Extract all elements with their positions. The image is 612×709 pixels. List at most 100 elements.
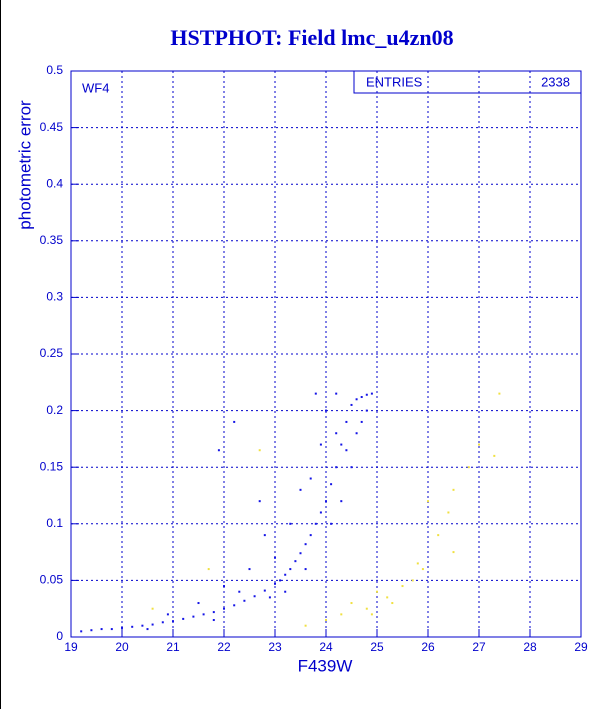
- point: [151, 607, 154, 610]
- point: [355, 432, 358, 435]
- y-tick-label: 0: [56, 629, 63, 643]
- point: [289, 522, 292, 525]
- y-tick-label: 0.3: [46, 290, 63, 304]
- point: [452, 551, 455, 554]
- y-tick-label: 0.15: [40, 459, 64, 473]
- point: [421, 568, 424, 571]
- x-tick-label: 23: [268, 640, 282, 654]
- x-tick-label: 20: [115, 640, 129, 654]
- chart-title: HSTPHOT: Field lmc_u4zn08: [170, 25, 453, 50]
- x-tick-label: 29: [574, 640, 588, 654]
- point: [100, 628, 103, 631]
- point: [289, 568, 292, 571]
- point: [207, 568, 210, 571]
- y-axis-label: photometric error: [15, 100, 34, 230]
- point: [467, 466, 470, 469]
- x-tick-label: 22: [217, 640, 231, 654]
- y-tick-label: 0.35: [40, 233, 64, 247]
- point: [478, 443, 480, 446]
- point: [365, 607, 368, 610]
- point: [340, 443, 343, 446]
- point: [253, 595, 256, 598]
- point: [223, 585, 225, 588]
- point: [172, 620, 174, 623]
- point: [299, 552, 302, 555]
- point: [437, 534, 440, 537]
- point: [268, 596, 271, 599]
- point: [360, 420, 363, 423]
- x-tick-label: 28: [523, 640, 537, 654]
- point: [498, 392, 501, 395]
- point: [161, 621, 164, 624]
- x-tick-label: 21: [166, 640, 180, 654]
- point: [325, 500, 327, 503]
- point: [248, 568, 251, 571]
- point: [233, 604, 236, 607]
- point: [325, 619, 327, 622]
- point: [212, 611, 215, 614]
- point: [335, 432, 338, 435]
- point: [386, 596, 389, 599]
- x-tick-label: 27: [472, 640, 486, 654]
- point: [376, 590, 378, 593]
- x-tick-label: 26: [421, 640, 435, 654]
- point: [345, 449, 348, 452]
- point: [330, 522, 333, 525]
- point: [370, 613, 373, 616]
- point: [80, 630, 83, 633]
- point: [365, 409, 368, 412]
- point: [335, 466, 338, 469]
- point: [360, 396, 363, 399]
- point: [319, 443, 322, 446]
- point: [202, 613, 205, 616]
- point: [319, 511, 322, 514]
- y-tick-label: 0.45: [40, 120, 64, 134]
- point: [151, 623, 154, 626]
- point: [335, 392, 338, 395]
- point: [447, 511, 450, 514]
- point: [401, 585, 404, 588]
- point: [304, 624, 307, 627]
- point: [182, 617, 185, 620]
- point: [141, 624, 144, 627]
- x-tick-label: 19: [64, 640, 78, 654]
- y-tick-label: 0.5: [46, 63, 63, 77]
- point: [284, 573, 287, 576]
- point: [212, 619, 215, 622]
- point: [340, 500, 343, 503]
- point: [325, 409, 327, 412]
- point: [233, 420, 236, 423]
- point: [243, 599, 246, 602]
- stats-label: ENTRIES: [366, 74, 423, 89]
- point: [263, 589, 266, 592]
- point: [217, 449, 220, 452]
- y-tick-label: 0.25: [40, 346, 64, 360]
- point: [345, 420, 348, 423]
- point: [340, 613, 343, 616]
- y-tick-label: 0.2: [46, 403, 63, 417]
- point: [90, 629, 93, 632]
- point: [279, 579, 282, 582]
- point: [391, 602, 394, 605]
- x-tick-label: 24: [319, 640, 333, 654]
- point: [110, 628, 113, 631]
- point: [238, 590, 241, 593]
- point: [284, 590, 287, 593]
- point: [263, 534, 266, 537]
- point: [274, 582, 276, 585]
- point: [493, 454, 496, 457]
- point: [452, 488, 455, 491]
- point: [223, 607, 225, 610]
- point: [416, 562, 419, 565]
- y-tick-label: 0.05: [40, 573, 64, 587]
- point: [192, 615, 195, 618]
- point: [350, 602, 353, 605]
- y-tick-label: 0.1: [46, 516, 63, 530]
- point: [197, 602, 200, 605]
- point: [350, 403, 353, 406]
- point: [427, 500, 429, 503]
- point: [309, 534, 312, 537]
- point: [309, 477, 312, 480]
